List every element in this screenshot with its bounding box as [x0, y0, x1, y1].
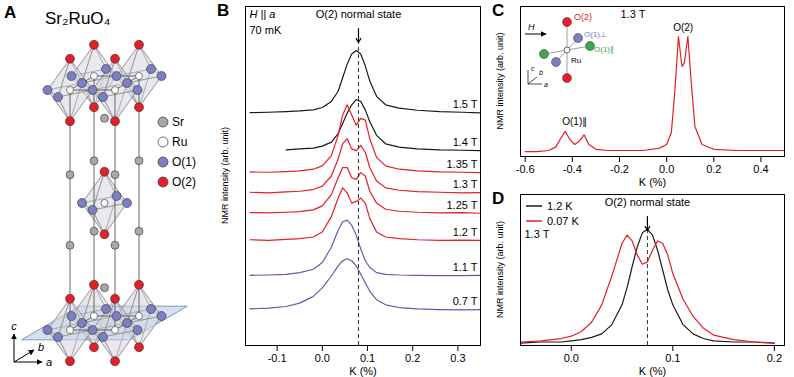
- html-text:1.2 K: 1.2 K: [547, 199, 573, 212]
- svg-text:0.1: 0.1: [665, 352, 680, 364]
- svg-text:1.2 T: 1.2 T: [453, 226, 478, 238]
- svg-text:O(1)∥: O(1)∥: [562, 116, 587, 128]
- svg-text:Ru: Ru: [172, 135, 187, 149]
- svg-text:-0.2: -0.2: [610, 163, 629, 175]
- svg-text:0.0: 0.0: [659, 163, 674, 175]
- svg-text:D: D: [492, 189, 504, 208]
- svg-text:-0.4: -0.4: [563, 163, 582, 175]
- svg-text:b: b: [539, 69, 543, 76]
- svg-text:b: b: [38, 341, 44, 353]
- svg-text:a: a: [46, 356, 52, 368]
- svg-text:70 mK: 70 mK: [250, 24, 282, 36]
- svg-text:0.0: 0.0: [315, 352, 330, 364]
- svg-text:0.1: 0.1: [360, 352, 375, 364]
- svg-text:NMR intensity (arb. unit): NMR intensity (arb. unit): [220, 127, 230, 224]
- svg-text:A: A: [4, 3, 16, 22]
- svg-text:O(2) normal state: O(2) normal state: [605, 196, 691, 208]
- svg-text:H || a: H || a: [250, 8, 276, 20]
- svg-text:a: a: [544, 81, 548, 88]
- svg-text:NMR intensity (arb. unit): NMR intensity (arb. unit): [495, 221, 505, 318]
- svg-text:O(1)∥: O(1)∥: [594, 45, 614, 54]
- svg-text:0.2: 0.2: [767, 352, 782, 364]
- svg-text:NMR intensity (arb. unit): NMR intensity (arb. unit): [495, 32, 505, 129]
- svg-text:-0.6: -0.6: [516, 163, 535, 175]
- svg-text:O(2): O(2): [172, 175, 196, 189]
- svg-text:C: C: [492, 1, 504, 20]
- svg-text:O(1): O(1): [172, 155, 196, 169]
- svg-text:0.7 T: 0.7 T: [453, 295, 478, 307]
- svg-text:c: c: [531, 65, 535, 72]
- svg-text:O(2) normal state: O(2) normal state: [316, 8, 402, 20]
- svg-text:1.3 T: 1.3 T: [525, 228, 550, 240]
- svg-text:1.3 T: 1.3 T: [621, 8, 646, 20]
- svg-text:0.0: 0.0: [564, 352, 579, 364]
- svg-text:0.3: 0.3: [450, 352, 465, 364]
- svg-text:0.4: 0.4: [753, 163, 768, 175]
- svg-text:O(2): O(2): [673, 22, 693, 33]
- svg-text:Sr: Sr: [172, 115, 184, 129]
- svg-text:1.35 T: 1.35 T: [447, 158, 478, 170]
- svg-text:1.1 T: 1.1 T: [453, 261, 478, 273]
- html-text:0.07 K: 0.07 K: [547, 214, 579, 227]
- svg-text:c: c: [11, 320, 17, 332]
- svg-text:1.25 T: 1.25 T: [447, 199, 478, 211]
- svg-text:B: B: [217, 1, 229, 20]
- svg-text:K (%): K (%): [639, 176, 667, 188]
- svg-text:H: H: [528, 22, 535, 32]
- svg-text:-0.1: -0.1: [268, 352, 287, 364]
- svg-text:Ru: Ru: [571, 56, 581, 65]
- svg-text:1.5 T: 1.5 T: [453, 98, 478, 110]
- svg-text:1.3 T: 1.3 T: [453, 178, 478, 190]
- svg-text:Sr₂RuO₄: Sr₂RuO₄: [45, 9, 111, 28]
- svg-text:0.2: 0.2: [405, 352, 420, 364]
- svg-text:K (%): K (%): [639, 365, 667, 377]
- svg-text:0.2: 0.2: [706, 163, 721, 175]
- svg-text:1.4 T: 1.4 T: [453, 136, 478, 148]
- svg-text:O(2): O(2): [574, 12, 592, 22]
- svg-text:O(1)⊥: O(1)⊥: [584, 30, 607, 39]
- svg-text:K (%): K (%): [349, 365, 377, 377]
